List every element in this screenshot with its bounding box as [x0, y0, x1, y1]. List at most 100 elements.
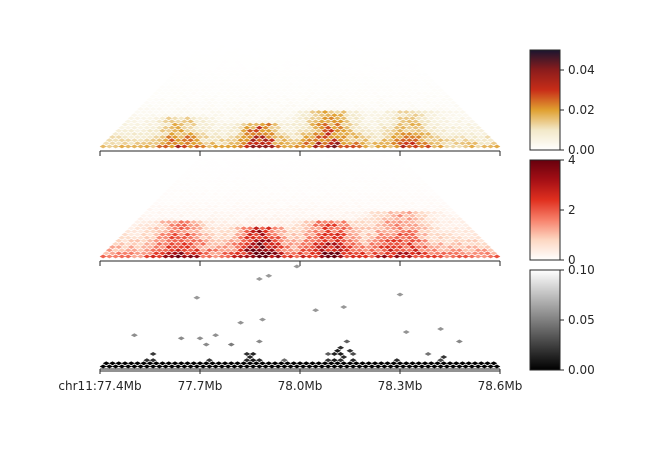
- heatmap-3-cell: [255, 364, 263, 369]
- heatmap-2-cell: [299, 160, 307, 165]
- heatmap-2-axis: [99, 260, 501, 266]
- heatmap-2-cell: [359, 188, 366, 193]
- heatmap-2-cell: [296, 170, 304, 174]
- heatmap-1-cell: [168, 125, 176, 130]
- heatmap-2-cell: [287, 204, 295, 209]
- heatmap-2-cell: [377, 226, 385, 231]
- heatmap-1-cell: [405, 138, 413, 143]
- heatmap-2-cell: [459, 232, 466, 237]
- heatmap-2-cell: [455, 217, 463, 221]
- heatmap-1-cell: [196, 128, 204, 133]
- heatmap-2-cell: [405, 198, 413, 203]
- heatmap-3-cell: [124, 364, 132, 369]
- heatmap-2-cell: [293, 242, 301, 246]
- heatmap-1-cell: [134, 116, 141, 121]
- heatmap-1-cell: [234, 103, 241, 108]
- heatmap-1-cell: [237, 94, 245, 99]
- heatmap-2-cell: [309, 251, 316, 256]
- heatmap-2-cell: [190, 213, 198, 218]
- heatmap-3-cell: [109, 361, 116, 366]
- heatmap-1-cell: [193, 75, 201, 80]
- heatmap-3-cell: [365, 361, 373, 366]
- heatmap-2-cell: [327, 157, 335, 162]
- heatmap-1-cell: [152, 97, 160, 102]
- x-axis-tick-label: 78.6Mb: [478, 379, 523, 393]
- heatmap-2-cell: [343, 235, 351, 240]
- heatmap-2-cell: [362, 235, 370, 240]
- heatmap-2-cell: [330, 223, 338, 228]
- heatmap-2-cell: [471, 251, 479, 256]
- heatmap-1-cell: [162, 132, 170, 136]
- heatmap-1-cell: [149, 100, 157, 105]
- heatmap-1-cell: [443, 100, 451, 105]
- heatmap-2-cell: [134, 251, 141, 256]
- heatmap-3-cell: [409, 361, 416, 366]
- heatmap-2-cell: [159, 245, 166, 249]
- heatmap-3-cell: [399, 364, 407, 369]
- colorbar-1-tick-label: 0.02: [568, 103, 595, 117]
- heatmap-2-cell: [318, 242, 326, 246]
- heatmap-2-cell: [165, 188, 173, 193]
- heatmap-2-cell: [280, 198, 288, 203]
- heatmap-2-cell: [327, 245, 335, 249]
- heatmap-3-cell: [230, 364, 238, 369]
- heatmap-1-cell: [421, 110, 429, 114]
- heatmap-2-cell: [171, 226, 179, 231]
- heatmap-1-cell: [162, 88, 170, 93]
- heatmap-1-cell: [180, 75, 188, 80]
- heatmap-2-cell: [277, 232, 285, 237]
- heatmap-2-cell: [227, 251, 235, 256]
- heatmap-1-cell: [352, 66, 360, 71]
- heatmap-3-cell: [493, 364, 501, 369]
- heatmap-1-cell: [227, 53, 235, 58]
- heatmap-2-cell: [384, 238, 391, 243]
- heatmap-1-cell: [180, 144, 188, 149]
- heatmap-2-cell: [330, 229, 338, 234]
- heatmap-1-cell: [465, 116, 473, 121]
- heatmap-1-cell: [443, 138, 451, 143]
- heatmap-1-cell: [430, 138, 438, 143]
- heatmap-1-cell: [274, 44, 282, 49]
- heatmap-1-cell: [227, 135, 235, 139]
- heatmap-1-cell: [162, 125, 170, 130]
- heatmap-2-cell: [355, 185, 363, 190]
- heatmap-2-cell: [327, 207, 335, 212]
- heatmap-2-cell: [393, 154, 401, 159]
- heatmap-1-cell: [199, 75, 207, 80]
- heatmap-3-cell: [490, 361, 498, 366]
- heatmap-1-cell: [262, 138, 270, 143]
- heatmap-1-cell: [340, 97, 348, 102]
- heatmap-1-cell: [215, 103, 223, 108]
- heatmap-1-cell: [121, 135, 129, 139]
- heatmap-1-cell: [277, 78, 285, 83]
- heatmap-1-cell: [215, 135, 223, 139]
- heatmap-3-cell: [118, 364, 126, 369]
- heatmap-2-cell: [252, 207, 260, 212]
- heatmap-2-cell: [312, 254, 320, 259]
- heatmap-2-cell: [174, 192, 182, 196]
- heatmap-2-cell: [327, 232, 335, 237]
- heatmap-2-cell: [221, 176, 229, 181]
- heatmap-1-cell: [415, 141, 423, 146]
- heatmap-1-cell: [284, 47, 291, 52]
- heatmap-2-cell: [259, 245, 266, 249]
- heatmap-1-cell: [390, 66, 398, 71]
- heatmap-1-cell: [299, 57, 307, 61]
- heatmap-2-cell: [462, 235, 470, 240]
- heatmap-2-cell: [318, 217, 326, 221]
- heatmap-1-cell: [440, 103, 448, 108]
- heatmap-2-cell: [290, 157, 298, 162]
- heatmap-2-cell: [262, 235, 270, 240]
- heatmap-1-cell: [374, 100, 382, 105]
- heatmap-2-cell: [262, 254, 270, 259]
- heatmap-1-cell: [349, 69, 357, 74]
- heatmap-1-cell: [215, 78, 223, 83]
- heatmap-1-cell: [396, 122, 404, 127]
- heatmap-2-cell: [368, 223, 376, 228]
- heatmap-1-cell: [362, 50, 370, 55]
- heatmap-1-cell: [134, 141, 141, 146]
- heatmap-2-cell: [293, 248, 301, 253]
- heatmap-1-cell: [399, 63, 407, 68]
- heatmap-2-cell: [390, 188, 398, 193]
- heatmap-2-cell: [274, 185, 282, 190]
